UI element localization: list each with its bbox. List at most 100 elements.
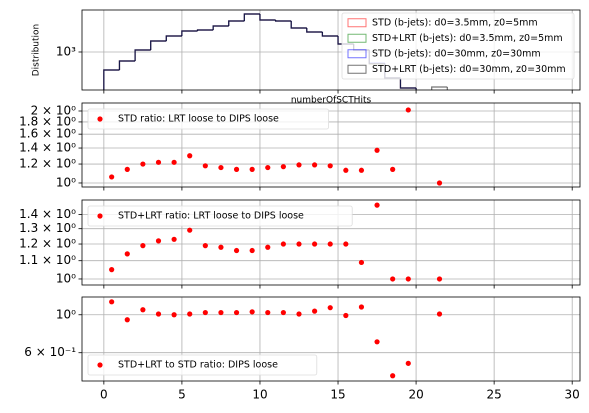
plot-area xyxy=(109,299,443,379)
legend-swatch xyxy=(347,64,367,74)
point xyxy=(155,311,162,317)
legend-box xyxy=(87,354,318,376)
point xyxy=(265,244,271,250)
point xyxy=(249,247,255,254)
point xyxy=(155,238,162,244)
hist-step xyxy=(415,87,417,90)
y-tick-label: 1.2 × 10⁰ xyxy=(19,157,76,171)
point xyxy=(187,227,193,233)
y-tick-label: 1.3 × 10⁰ xyxy=(19,221,76,235)
hist-step xyxy=(165,35,182,42)
hist-step xyxy=(259,14,276,21)
point xyxy=(140,307,146,313)
point xyxy=(405,360,411,366)
legend-label: STD+LRT ratio: LRT loose to DIPS loose xyxy=(118,211,304,222)
point xyxy=(124,251,130,257)
point xyxy=(405,107,411,113)
y-tick-label: 1.1 × 10⁰ xyxy=(19,253,76,267)
legend-label: STD (b-jets): d0=30mm, z0=30mm xyxy=(372,48,541,59)
hist-step xyxy=(103,69,120,90)
hist-step xyxy=(228,20,245,27)
y-axis-label: Distribution xyxy=(32,24,42,77)
hist-step xyxy=(181,30,198,36)
hist-step xyxy=(415,87,417,90)
legend-swatch xyxy=(347,18,367,28)
hist-step xyxy=(228,20,245,27)
point xyxy=(280,164,286,170)
point xyxy=(390,166,396,172)
point xyxy=(218,244,224,250)
point xyxy=(202,309,208,316)
legend-box xyxy=(341,12,575,80)
point xyxy=(405,276,411,282)
hist-step xyxy=(399,77,417,89)
hist-step xyxy=(399,77,417,89)
point xyxy=(343,241,349,247)
hist-step xyxy=(228,20,245,27)
point xyxy=(155,159,162,165)
hist-step xyxy=(243,13,260,22)
point xyxy=(296,162,302,168)
point xyxy=(233,247,240,254)
hist-step xyxy=(290,21,307,29)
hist-step xyxy=(181,30,198,36)
hist-step xyxy=(290,21,307,29)
hist-step xyxy=(150,40,167,51)
legend-marker xyxy=(97,213,103,219)
y-tick-label: 10³ xyxy=(56,44,76,58)
point xyxy=(109,267,115,273)
x-tick-label: 5 xyxy=(178,388,186,402)
hist-step xyxy=(243,13,260,22)
hist-step xyxy=(243,13,260,22)
y-tick-label: 1.8 × 10⁰ xyxy=(19,114,76,128)
hist-step xyxy=(274,20,292,22)
point xyxy=(436,276,443,282)
point xyxy=(327,241,333,247)
hist-step xyxy=(134,49,151,62)
hist-step xyxy=(415,87,417,90)
y-tick-label: 10⁰ xyxy=(56,271,76,285)
hist-step xyxy=(306,28,323,33)
axes-frame xyxy=(81,102,581,188)
hist-step xyxy=(212,25,229,31)
point xyxy=(358,167,365,173)
hist-step xyxy=(306,28,323,33)
point xyxy=(280,241,286,247)
legend-swatch xyxy=(347,33,367,43)
hist-step xyxy=(165,35,182,42)
hist-step xyxy=(165,35,182,42)
axes-frame xyxy=(81,199,581,286)
hist-step xyxy=(181,30,198,36)
point xyxy=(296,311,302,317)
point xyxy=(202,243,208,249)
legend-swatch xyxy=(347,49,367,59)
point xyxy=(218,164,224,171)
x-tick-label: 25 xyxy=(486,388,501,402)
point xyxy=(265,164,271,171)
point xyxy=(249,309,255,315)
point xyxy=(374,339,380,345)
hist-step xyxy=(415,87,417,90)
point xyxy=(171,159,177,165)
y-tick-label: 1.4 × 10⁰ xyxy=(19,141,76,155)
point xyxy=(140,161,146,167)
hist-step xyxy=(321,32,339,37)
hist-step xyxy=(165,35,182,42)
point xyxy=(358,259,365,266)
hist-step xyxy=(290,21,307,29)
point xyxy=(374,202,380,208)
point xyxy=(312,308,318,314)
hist-step xyxy=(150,40,167,51)
hist-step xyxy=(196,29,214,32)
hist-step xyxy=(306,28,323,33)
hist-step xyxy=(118,60,136,70)
legend-label: STD+LRT to STD ratio: DIPS loose xyxy=(118,360,278,371)
hist-step xyxy=(150,40,167,51)
point xyxy=(249,166,255,172)
hist-step xyxy=(228,20,245,27)
point xyxy=(233,166,240,172)
point xyxy=(327,305,333,311)
hist-step xyxy=(212,25,229,31)
legend-marker xyxy=(97,362,103,368)
